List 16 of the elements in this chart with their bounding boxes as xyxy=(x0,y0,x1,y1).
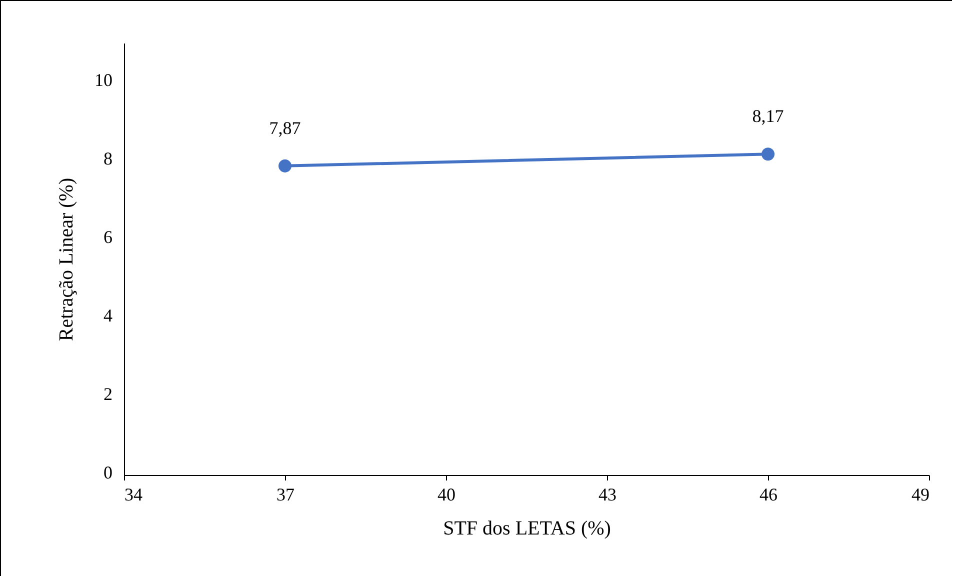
x-tick-label: 40 xyxy=(438,484,456,504)
y-tick-label: 6 xyxy=(104,226,112,247)
y-tick-label: 2 xyxy=(104,384,112,404)
data-label: 7,87 xyxy=(269,118,301,138)
y-tick-label: 8 xyxy=(104,148,112,168)
y-axis-title: Retração Linear (%) xyxy=(56,178,78,342)
x-tick-label: 34 xyxy=(124,484,142,504)
x-axis-title: STF dos LETAS (%) xyxy=(443,518,611,540)
x-tick-label: 46 xyxy=(760,484,778,504)
x-tick-label: 49 xyxy=(912,484,930,504)
x-tick-label: 43 xyxy=(598,484,616,504)
y-tick-label: 0 xyxy=(104,462,112,482)
y-tick-label: 4 xyxy=(104,305,112,326)
y-tick-label: 10 xyxy=(94,70,112,90)
x-tick-label: 37 xyxy=(276,484,294,504)
data-label: 8,17 xyxy=(752,106,784,126)
